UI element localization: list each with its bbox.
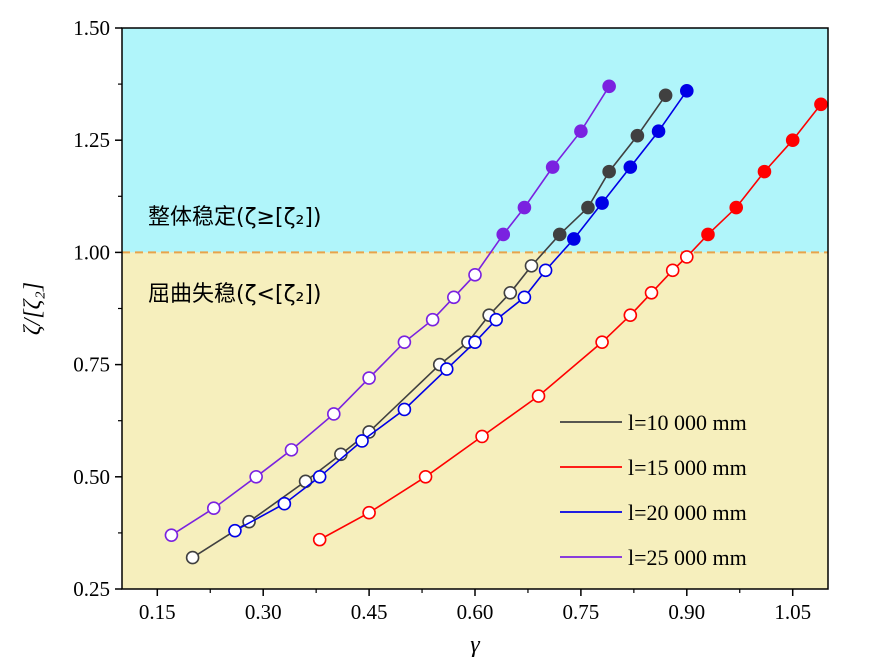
legend-label: l=25 000 mm	[628, 545, 747, 570]
legend-label: l=20 000 mm	[628, 500, 747, 525]
data-point	[679, 250, 694, 264]
data-point	[447, 290, 461, 305]
buckling-region-label: 屈曲失稳(ζ<[ζ₂])	[148, 282, 322, 307]
data-point	[228, 523, 242, 538]
data-point	[362, 371, 376, 385]
data-point	[418, 469, 433, 484]
data-point	[644, 285, 659, 300]
data-point	[496, 227, 511, 242]
data-point	[277, 496, 292, 511]
x-tick-label: 1.05	[774, 600, 811, 624]
data-point	[249, 469, 263, 484]
data-point	[397, 402, 412, 417]
x-tick-label: 0.45	[351, 600, 388, 624]
y-tick-label: 1.25	[73, 128, 110, 152]
y-axis-title: ζ/[ζ₂]	[20, 282, 46, 335]
data-point	[545, 160, 560, 174]
y-tick-label: 1.00	[73, 240, 110, 264]
data-point	[552, 227, 567, 242]
x-tick-label: 0.15	[139, 600, 176, 624]
data-point	[425, 312, 440, 327]
data-point	[602, 79, 616, 94]
x-tick-label: 0.30	[245, 600, 282, 624]
legend: l=10 000 mm l=15 000 mm l=20 000 mm l=25 00…	[560, 410, 747, 570]
data-point	[538, 263, 553, 278]
data-point	[581, 200, 595, 215]
axis-layer: 0.15 0.30 0.45 0.60 0.75 0.90 1.05 0.25 0.50 0.75…	[73, 16, 811, 624]
legend-label: l=10 000 mm	[628, 410, 747, 435]
x-tick-label: 0.75	[563, 600, 600, 624]
data-point	[814, 97, 828, 112]
stable-region	[122, 28, 828, 253]
data-point	[651, 124, 666, 139]
data-point	[567, 232, 581, 246]
data-point	[602, 164, 616, 179]
data-point	[729, 200, 744, 215]
y-tick-label: 1.50	[73, 16, 110, 40]
data-point	[355, 434, 369, 448]
data-point	[468, 268, 482, 282]
data-point	[312, 532, 327, 547]
data-point	[397, 335, 412, 349]
data-point	[362, 505, 376, 520]
stable-region-label: 整体稳定(ζ≥[ζ₂])	[148, 205, 322, 230]
data-point	[757, 164, 772, 179]
data-point	[468, 335, 482, 349]
data-point	[312, 469, 327, 484]
data-point	[623, 160, 638, 174]
y-tick-label: 0.50	[73, 465, 110, 489]
data-point	[298, 474, 313, 489]
data-point	[658, 88, 673, 103]
series-layer	[164, 79, 828, 565]
data-point	[531, 389, 546, 403]
data-point	[164, 528, 179, 542]
data-point	[524, 259, 539, 273]
data-point	[785, 133, 800, 147]
data-point	[439, 362, 454, 376]
legend-label: l=15 000 mm	[628, 455, 747, 480]
data-point	[185, 550, 200, 565]
data-point	[503, 285, 518, 300]
x-tick-label: 0.60	[457, 600, 494, 624]
series-3	[164, 79, 616, 542]
data-point	[326, 407, 341, 421]
data-point	[574, 124, 588, 139]
data-point	[595, 335, 609, 349]
x-tick-label: 0.90	[668, 600, 705, 624]
data-point	[665, 263, 680, 278]
y-tick-label: 0.25	[73, 577, 110, 601]
data-point	[630, 128, 645, 143]
data-point	[284, 443, 299, 457]
data-point	[701, 227, 715, 242]
y-tick-label: 0.75	[73, 353, 110, 377]
data-point	[475, 429, 489, 444]
x-axis-title: γ	[470, 632, 480, 658]
data-point	[517, 290, 532, 305]
data-point	[489, 312, 503, 327]
data-point	[595, 196, 609, 210]
series-2	[228, 84, 694, 538]
data-point	[623, 308, 638, 323]
data-point	[517, 200, 532, 215]
data-point	[206, 501, 221, 516]
data-point	[679, 84, 694, 98]
series-1	[312, 97, 828, 547]
